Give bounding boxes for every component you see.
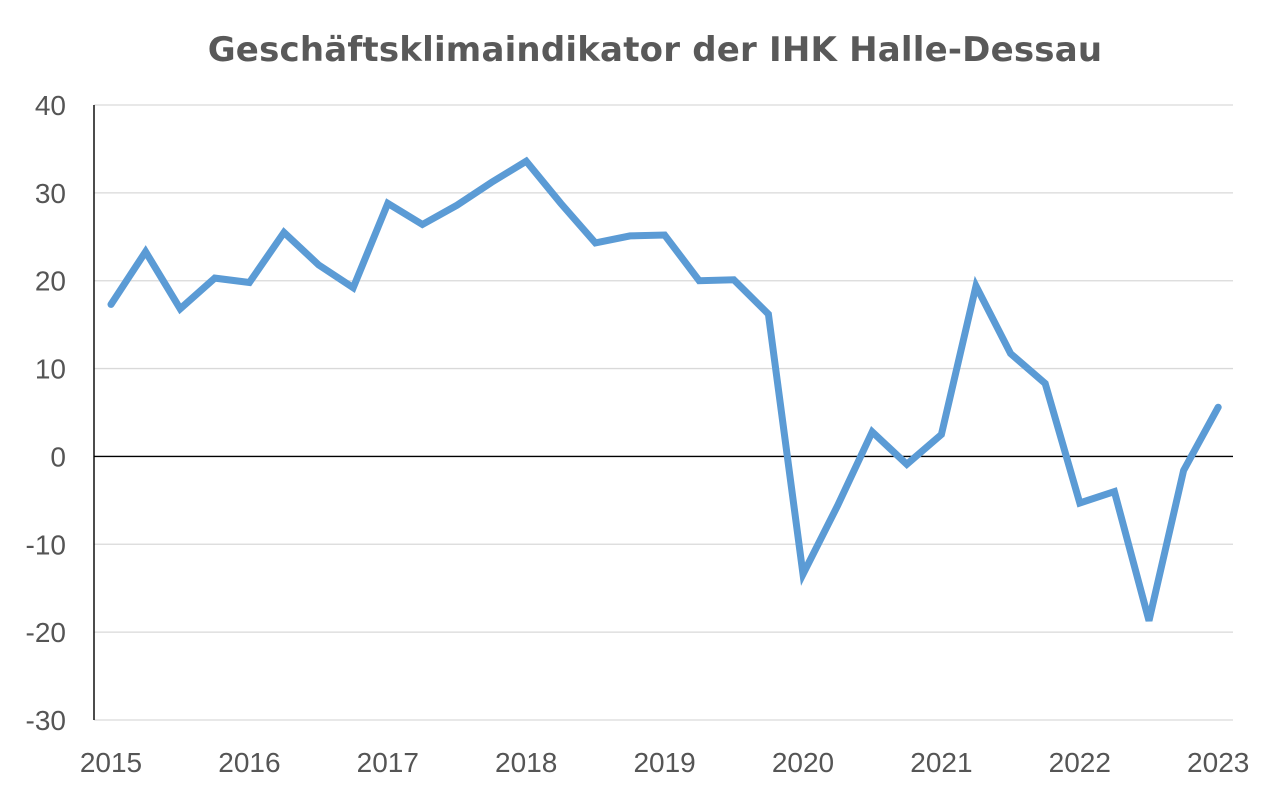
x-tick-label: 2015	[80, 747, 142, 778]
x-tick-label: 2017	[357, 747, 419, 778]
x-tick-label: 2023	[1187, 747, 1249, 778]
data-point	[145, 251, 147, 253]
data-point	[629, 235, 631, 237]
data-point	[248, 281, 250, 283]
y-tick-label: 10	[35, 354, 66, 385]
y-tick-label: 20	[35, 266, 66, 297]
data-point	[871, 431, 873, 433]
y-tick-labels: 40 30 20 10 0 -10 -20 -30	[26, 90, 66, 736]
data-point	[975, 285, 977, 287]
y-tick-label: 0	[50, 441, 66, 472]
x-tick-label: 2022	[1049, 747, 1111, 778]
data-point	[906, 463, 908, 465]
series-line	[107, 156, 1222, 622]
x-tick-label: 2021	[910, 747, 972, 778]
data-point	[456, 204, 458, 206]
gridlines	[94, 104, 1233, 721]
x-tick-labels: 2015 2016 2017 2018 2019 2020 2021 2022 2023	[80, 747, 1249, 778]
data-point	[1113, 491, 1115, 493]
series	[107, 156, 1222, 622]
x-tick-label: 2018	[495, 747, 557, 778]
x-tick-label: 2020	[772, 747, 834, 778]
data-point	[352, 287, 354, 289]
y-tick-label: 40	[35, 90, 66, 121]
chart-title: Geschäftsklimaindikator der IHK Halle-De…	[207, 30, 1103, 70]
data-point	[698, 280, 700, 282]
data-point	[491, 181, 493, 183]
data-point	[1148, 620, 1150, 622]
data-point	[664, 234, 666, 236]
data-point	[421, 223, 423, 225]
data-point	[767, 313, 769, 315]
data-point	[594, 242, 596, 244]
y-tick-label: -20	[26, 617, 66, 648]
data-point	[318, 264, 320, 266]
y-tick-label: -10	[26, 529, 66, 560]
data-point	[1079, 502, 1081, 504]
x-tick-label: 2016	[218, 747, 280, 778]
data-point	[179, 308, 181, 310]
data-point	[525, 160, 527, 162]
x-tick-label: 2019	[633, 747, 695, 778]
data-point	[283, 231, 285, 233]
data-point	[837, 505, 839, 507]
data-point	[733, 279, 735, 281]
data-point	[802, 573, 804, 575]
data-point	[110, 303, 112, 305]
data-point	[940, 433, 942, 435]
data-point	[1044, 383, 1046, 385]
data-point	[1010, 353, 1012, 355]
data-point	[1217, 406, 1219, 408]
data-point	[387, 202, 389, 204]
y-tick-label: 30	[35, 178, 66, 209]
data-point	[1183, 469, 1185, 471]
data-point	[214, 277, 216, 279]
data-points	[110, 160, 1219, 622]
axes	[93, 105, 1233, 720]
y-tick-label: -30	[26, 705, 66, 736]
data-point	[560, 202, 562, 204]
